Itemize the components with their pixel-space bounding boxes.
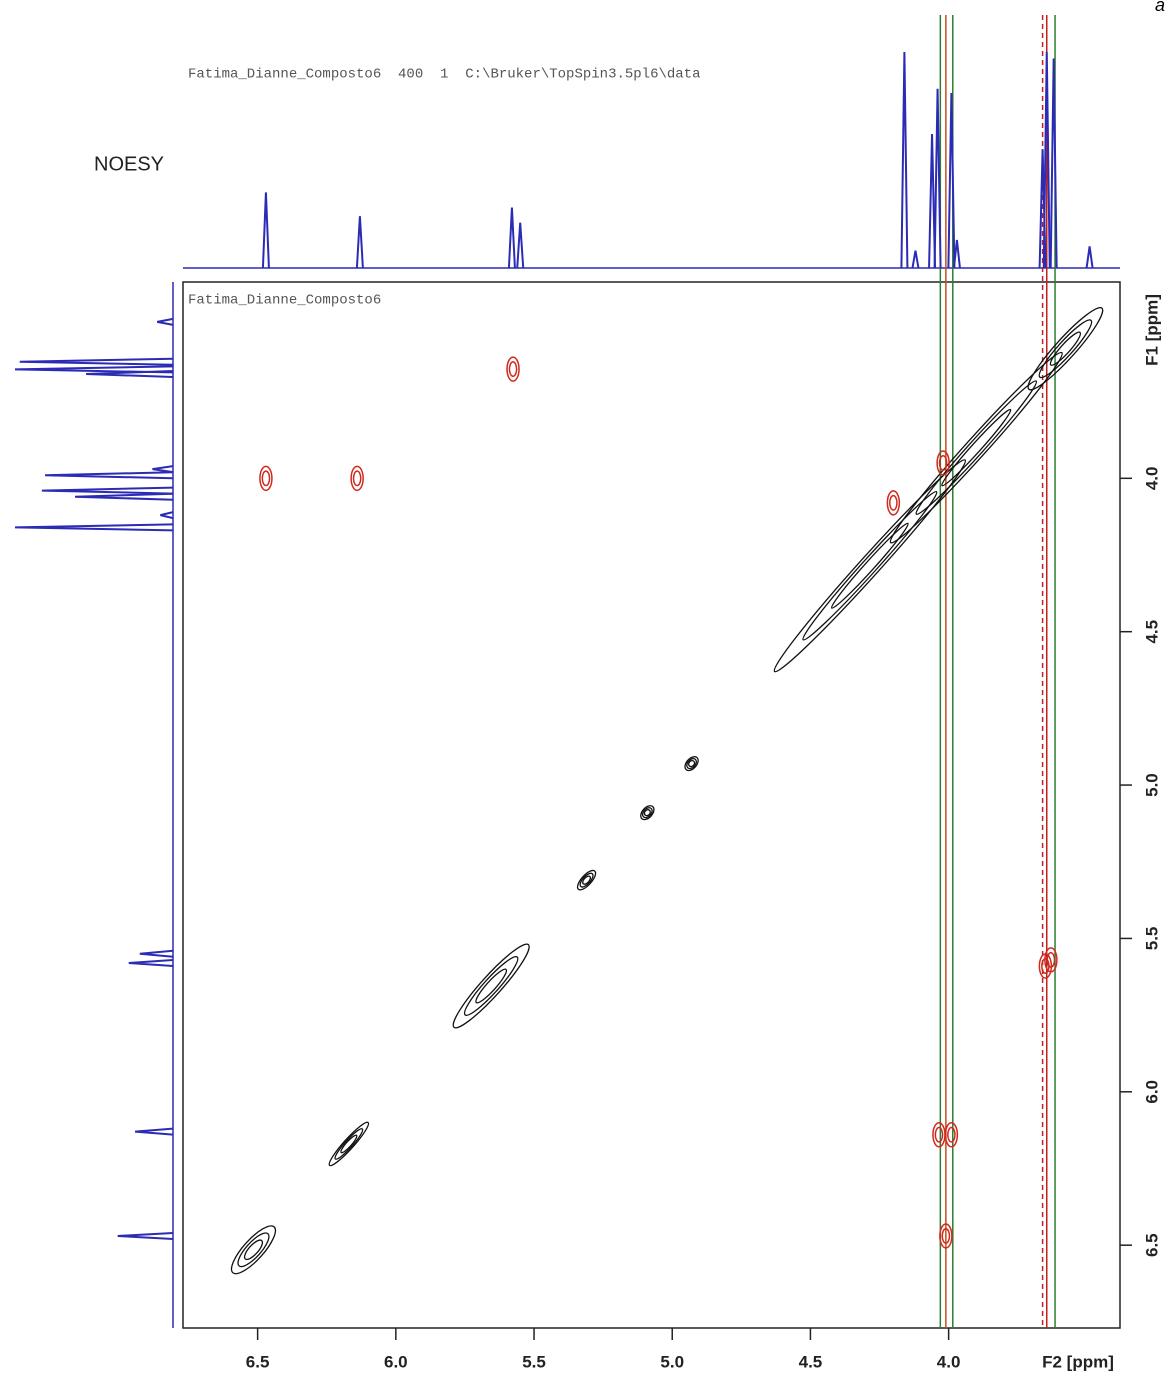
- diagonal-peak: [576, 869, 597, 891]
- cross-peak: [1044, 947, 1058, 973]
- side-spectrum-peak: [41, 486, 174, 495]
- top-spectrum-peak: [516, 222, 525, 269]
- cross-peak: [352, 470, 362, 487]
- side-spectrum-peak: [14, 523, 174, 532]
- top-spectrum-peak: [900, 51, 909, 269]
- side-spectrum-peak: [135, 1127, 174, 1136]
- y-tick-label: 5.5: [1142, 927, 1161, 951]
- y-tick-label: 6.5: [1142, 1233, 1161, 1257]
- cross-peak: [947, 1126, 956, 1143]
- diagonal-peak: [463, 955, 519, 1016]
- y-axis-label: F1 [ppm]: [1142, 294, 1161, 366]
- diagonal-peak: [941, 408, 1012, 487]
- cross-peak: [936, 450, 950, 476]
- top-spectrum-peak: [952, 239, 961, 269]
- side-spectrum-peak: [160, 511, 174, 520]
- side-spectrum-peak: [139, 949, 174, 958]
- cross-peak: [941, 1228, 951, 1244]
- cross-peak: [350, 465, 364, 492]
- x-tick-label: 5.5: [522, 1352, 546, 1371]
- x-axis-label: F2 [ppm]: [1042, 1352, 1114, 1371]
- diagonal-peak: [230, 1225, 277, 1275]
- side-spectrum-peak: [75, 492, 174, 501]
- panel-label: a: [1155, 0, 1165, 15]
- cross-peak: [934, 1126, 944, 1143]
- inner-label: Fatima_Dianne_Composto6: [188, 293, 381, 309]
- diagonal-peak: [688, 759, 696, 768]
- diagonal-peak: [237, 1232, 270, 1268]
- diagonal-peak: [773, 459, 967, 673]
- chart-title: NOESY: [94, 153, 164, 175]
- cross-peak: [889, 494, 898, 511]
- diagonal-peak: [915, 380, 1038, 515]
- diagonal-peak: [243, 1239, 264, 1261]
- diagonal-peak: [1038, 319, 1093, 379]
- cross-peak: [259, 465, 273, 492]
- diagonal-peak: [579, 872, 594, 888]
- header: Fatima_Dianne_Composto6 400 1 C:\Bruker\…: [188, 67, 700, 83]
- cross-peak: [506, 356, 520, 382]
- x-tick-label: 4.5: [799, 1352, 823, 1371]
- side-spectrum-peak: [117, 1231, 174, 1240]
- top-spectrum-peak: [1049, 58, 1058, 269]
- diagonal-peak: [334, 1128, 364, 1160]
- diagonal-peak: [1049, 331, 1082, 366]
- top-spectrum-peak: [933, 88, 942, 269]
- diagonal-peak: [640, 805, 655, 821]
- cross-peak: [938, 455, 948, 471]
- cross-peak: [886, 490, 901, 516]
- diagonal-peak: [889, 351, 1063, 544]
- cross-peak: [944, 1122, 959, 1148]
- cross-peak: [939, 1223, 953, 1249]
- side-spectrum-peak: [14, 365, 174, 374]
- side-spectrum-peak: [44, 471, 174, 480]
- diagonal-peak: [452, 943, 530, 1029]
- x-tick-label: 5.0: [660, 1352, 684, 1371]
- diagonal-peak: [643, 809, 651, 817]
- x-tick-label: 6.5: [246, 1352, 270, 1371]
- top-spectrum-peak: [1042, 51, 1051, 269]
- y-tick-label: 5.0: [1142, 773, 1161, 797]
- diagonal-peak: [582, 875, 592, 885]
- top-spectrum-peak: [355, 216, 364, 269]
- y-tick-label: 4.0: [1142, 466, 1161, 490]
- top-spectrum-peak: [507, 207, 516, 269]
- side-spectrum-peak: [128, 958, 174, 967]
- diagonal-peak: [686, 758, 697, 770]
- diagonal-peak: [830, 522, 909, 609]
- diagonal-peak: [475, 968, 508, 1004]
- top-spectrum-peak: [911, 250, 920, 269]
- cross-peak: [508, 361, 518, 378]
- side-spectrum-peak: [157, 317, 174, 326]
- diagonal-peak: [684, 756, 699, 772]
- top-spectrum-peak: [928, 134, 937, 269]
- side-spectrum-peak: [152, 465, 174, 474]
- diagonal-peak: [340, 1134, 358, 1154]
- top-spectrum-peak: [947, 93, 956, 269]
- x-tick-label: 6.0: [384, 1352, 408, 1371]
- top-spectrum-peak: [261, 192, 270, 269]
- cross-peak: [261, 470, 271, 487]
- diagonal-peak: [328, 1121, 370, 1167]
- plot-frame: [182, 281, 1121, 1329]
- diagonal-peak: [1027, 306, 1104, 391]
- x-tick-label: 4.0: [937, 1352, 961, 1371]
- side-spectrum-peak: [19, 357, 174, 366]
- y-tick-label: 6.0: [1142, 1080, 1161, 1104]
- top-spectrum-peak: [1085, 246, 1094, 269]
- diagonal-peak: [641, 807, 653, 819]
- y-tick-label: 4.5: [1142, 620, 1161, 644]
- diagonal-peak: [802, 490, 938, 641]
- cross-peak: [1046, 951, 1056, 968]
